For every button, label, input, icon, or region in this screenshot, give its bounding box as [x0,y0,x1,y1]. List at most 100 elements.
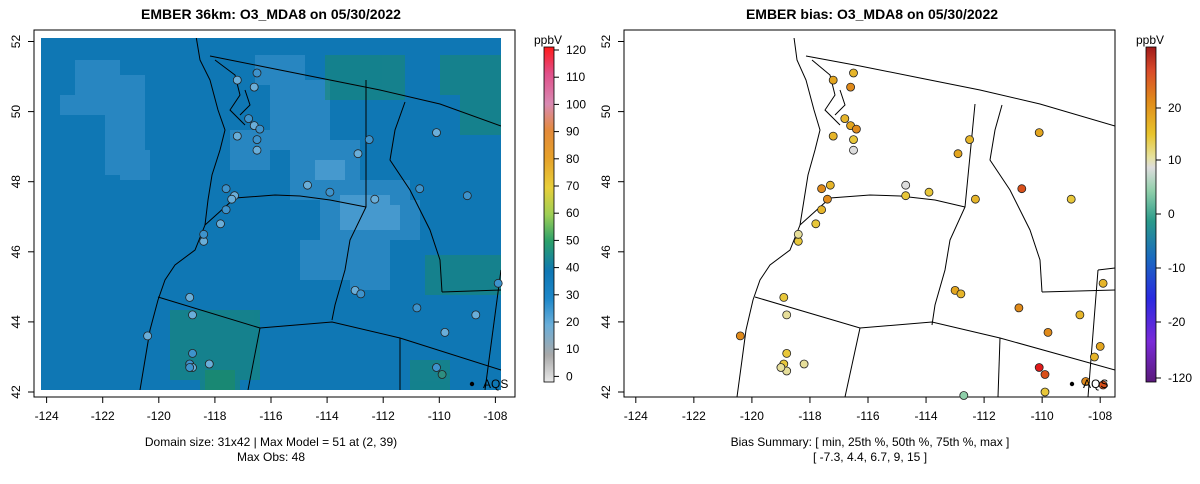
station-point [1034,363,1044,372]
y-tick-label: 52 [599,35,613,49]
x-tick-label: -118 [203,409,226,423]
right-plot-frame [623,29,1116,398]
x-tick-label: -116 [856,409,879,423]
x-tick-label: -112 [973,409,996,423]
right-aqs-label: AQS [1083,377,1108,391]
y-tick-label: 48 [9,175,23,189]
station-point [1081,377,1091,386]
station-point [823,194,832,204]
left-aqs-marker-dot [469,381,475,387]
right-footer-line1: Bias Summary: [ min, 25th %, 50th %, 75t… [731,435,1010,449]
y-tick-label: 46 [9,245,23,259]
colorbar-tick-label: 10 [1168,153,1182,167]
y-tick-label: 50 [599,105,613,119]
station-point [971,194,980,204]
right-colorbar-title: ppbV [1136,33,1164,47]
x-tick-label: -110 [1031,409,1054,423]
x-tick-label: -110 [428,409,451,423]
colorbar-tick-label: -120 [1168,371,1192,385]
station-point [1040,370,1050,379]
left-field-lighter-cells [315,160,400,230]
station-point [432,363,441,372]
station-point [185,363,195,372]
station-point [1040,387,1050,397]
left-observation-points [143,68,503,379]
station-point [216,219,225,229]
right-panel: EMBER bias: O3_MDA8 on 05/30/2022 AQ [599,6,1192,464]
station-point [221,205,231,215]
left-boundaries [139,38,501,390]
station-point [252,68,262,78]
x-tick-label: -114 [914,409,937,423]
station-point [255,124,265,134]
right-bias-points [735,68,1108,400]
station-point [901,191,911,201]
station-point [303,180,312,190]
colorbar-tick-label: -10 [1168,261,1186,275]
y-tick-label: 46 [599,245,613,259]
right-colorbar [1145,46,1157,383]
left-footer-line1: Domain size: 31x42 | Max Model = 51 at (… [145,435,397,449]
x-tick-label: -120 [740,409,764,423]
right-footer-line2: [ -7.3, 4.4, 6.7, 9, 15 ] [813,450,927,464]
right-x-axis: -124 -122 -120 -118 -116 -114 -112 -110 -108 [624,397,1113,423]
station-point [232,131,242,141]
station-point [199,229,209,239]
x-tick-label: -108 [483,409,507,423]
left-colorbar [543,46,555,383]
station-point [188,310,197,320]
station-point [244,114,254,123]
station-point [440,327,450,337]
left-panel: EMBER 36km: O3_MDA8 on 05/30/2022 [9,6,586,464]
colorbar-tick-label: 100 [566,97,586,111]
station-point [840,114,850,123]
station-point [1075,310,1085,320]
x-tick-label: -122 [91,409,115,423]
right-title: EMBER bias: O3_MDA8 on 05/30/2022 [746,6,998,22]
station-point [965,135,974,145]
station-point [953,149,963,159]
station-point [353,149,363,159]
station-point [1034,128,1044,138]
station-point [221,184,231,194]
station-point [188,348,197,358]
left-field-green-hotspot [205,370,235,390]
x-tick-label: -124 [624,409,648,423]
station-point [1098,380,1108,390]
station-point [782,310,792,320]
station-point [793,229,803,239]
x-tick-label: -122 [682,409,706,423]
station-point [252,145,262,155]
station-point [735,331,745,341]
station-point [776,363,786,372]
station-point [811,219,821,229]
y-tick-label: 44 [599,315,613,329]
station-point [849,68,858,78]
left-model-field [41,38,501,390]
station-point [252,135,262,145]
left-y-axis: 52 50 48 46 44 42 [9,35,34,399]
station-point [1014,303,1024,313]
station-point [799,359,809,369]
right-aqs-marker-dot [1069,381,1075,387]
station-point [849,135,858,145]
x-tick-label: -108 [1088,409,1112,423]
left-colorbar-title: ppbV [534,33,562,47]
right-colorbar-ticks: 20 10 0 -10 -20 -120 [1156,101,1192,385]
station-point [846,82,855,92]
station-point [227,194,237,204]
colorbar-tick-label: 20 [1168,101,1182,115]
station-point [432,128,441,138]
station-point [370,194,380,204]
station-point [828,131,838,141]
station-point [204,359,214,369]
x-tick-label: -120 [147,409,171,423]
x-tick-label: -112 [372,409,395,423]
y-tick-label: 48 [599,175,613,189]
station-point [852,124,861,134]
x-tick-label: -116 [259,409,282,423]
station-point [782,348,792,358]
station-point [462,191,472,201]
y-tick-label: 42 [9,385,23,399]
